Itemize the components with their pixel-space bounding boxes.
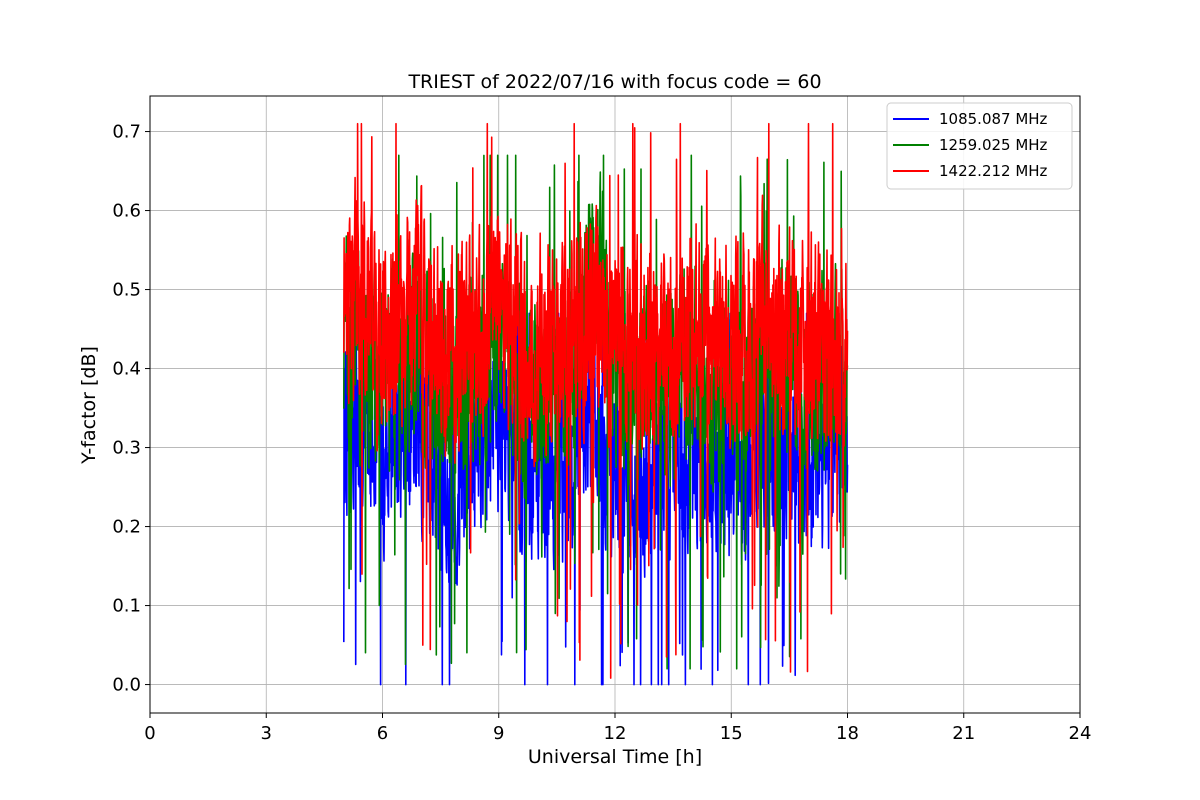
x-tick-label: 9: [493, 723, 504, 744]
x-tick-label: 6: [377, 723, 388, 744]
y-tick-label: 0.4: [112, 359, 141, 380]
legend-label-series-1: 1259.025 MHz: [939, 136, 1048, 154]
x-tick-label: 24: [1069, 723, 1092, 744]
chart-title: TRIEST of 2022/07/16 with focus code = 6…: [407, 71, 821, 93]
y-tick-label: 0.6: [112, 201, 141, 222]
legend-label-series-2: 1422.212 MHz: [939, 162, 1048, 180]
x-tick-label: 21: [952, 723, 975, 744]
y-tick-label: 0.5: [112, 280, 141, 301]
series-layer: [342, 122, 849, 686]
y-axis-label: Y-factor [dB]: [78, 346, 100, 465]
legend: 1085.087 MHz 1259.025 MHz 1422.212 MHz: [886, 102, 1073, 190]
x-tick-label: 3: [261, 723, 272, 744]
series-line-2: [342, 122, 849, 679]
x-tick-label: 0: [144, 723, 155, 744]
y-tick-label: 0.3: [112, 438, 141, 459]
y-tick-label: 0.7: [112, 122, 141, 143]
y-tick-label: 0.2: [112, 517, 141, 538]
x-tick-label: 18: [836, 723, 859, 744]
x-tick-label: 12: [604, 723, 627, 744]
ticks: 0 3 6 9 12 15 18 21 24 0.0 0.1 0.2 0.3 0.4 0.5 0.6 0.7: [112, 122, 1091, 744]
x-tick-label: 15: [720, 723, 743, 744]
y-tick-label: 0.0: [112, 675, 141, 696]
legend-label-series-0: 1085.087 MHz: [939, 110, 1048, 128]
legend-box: [886, 102, 1073, 190]
x-axis-label: Universal Time [h]: [528, 746, 702, 768]
y-tick-label: 0.1: [112, 596, 141, 617]
